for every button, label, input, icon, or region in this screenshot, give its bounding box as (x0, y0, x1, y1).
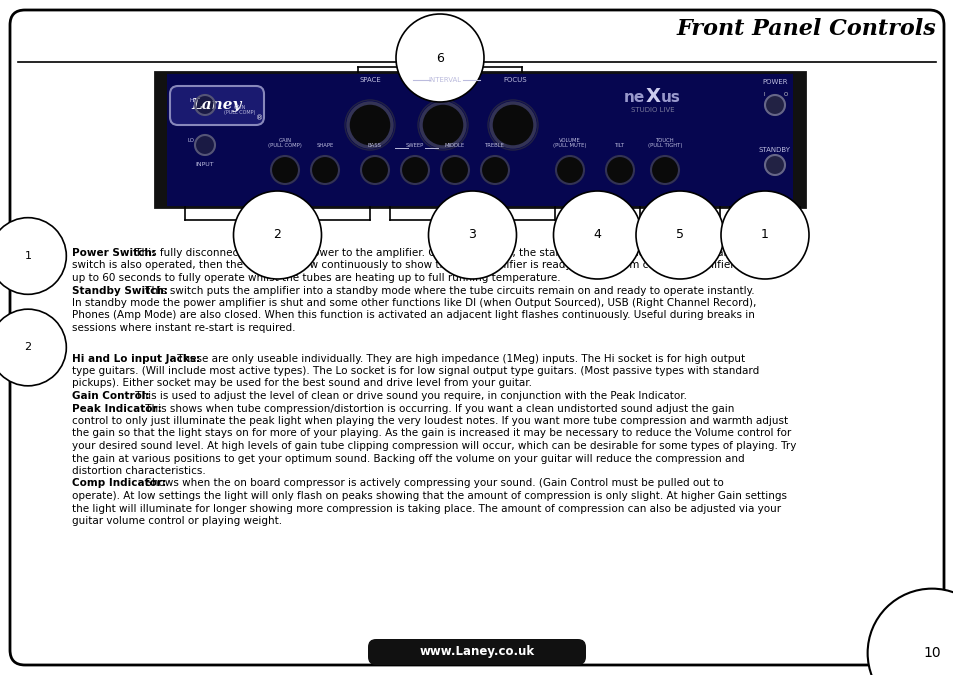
Text: control to only just illuminate the peak light when playing the very loudest not: control to only just illuminate the peak… (71, 416, 787, 426)
Circle shape (764, 155, 784, 175)
Text: operate). At low settings the light will only flash on peaks showing that the am: operate). At low settings the light will… (71, 491, 786, 501)
Text: HI: HI (189, 97, 194, 103)
Text: This fully disconnects the mains power to the amplifier. On switching on, the st: This fully disconnects the mains power t… (132, 248, 749, 258)
Circle shape (480, 156, 509, 184)
Text: STANDBY: STANDBY (759, 147, 790, 153)
Text: MIDDLE: MIDDLE (444, 143, 464, 148)
Circle shape (556, 156, 583, 184)
Circle shape (348, 103, 392, 147)
Text: This switch puts the amplifier into a standby mode where the tube circuits remai: This switch puts the amplifier into a st… (142, 286, 754, 296)
FancyBboxPatch shape (154, 72, 804, 207)
FancyBboxPatch shape (792, 72, 804, 207)
Text: GAIN
(PULL COMP): GAIN (PULL COMP) (224, 105, 255, 115)
FancyBboxPatch shape (368, 639, 585, 665)
Text: Peak Indicator:: Peak Indicator: (71, 404, 162, 414)
FancyBboxPatch shape (170, 86, 264, 125)
Text: type guitars. (Will include most active types). The Lo socket is for low signal : type guitars. (Will include most active … (71, 366, 759, 376)
Text: GAIN
(PULL COMP): GAIN (PULL COMP) (268, 138, 301, 148)
Text: FOCUS: FOCUS (502, 77, 526, 83)
Text: sessions where instant re-start is required.: sessions where instant re-start is requi… (71, 323, 295, 333)
Circle shape (491, 103, 535, 147)
Text: INTERVAL: INTERVAL (428, 77, 461, 83)
Text: ne: ne (623, 90, 644, 105)
Circle shape (764, 95, 784, 115)
Text: 1: 1 (25, 251, 31, 261)
Text: These are only useable individually. They are high impedance (1Meg) inputs. The : These are only useable individually. The… (174, 354, 744, 364)
Text: Phones (Amp Mode) are also closed. When this function is activated an adjacent l: Phones (Amp Mode) are also closed. When … (71, 310, 754, 321)
Text: Hi and Lo input Jacks:: Hi and Lo input Jacks: (71, 354, 200, 364)
Text: Comp Indicator:: Comp Indicator: (71, 479, 166, 489)
Circle shape (271, 156, 298, 184)
FancyBboxPatch shape (154, 72, 167, 207)
Text: switch is also operated, then the light will glow continuously to show that the : switch is also operated, then the light … (71, 261, 785, 271)
Circle shape (311, 156, 338, 184)
Text: O: O (783, 92, 787, 97)
Circle shape (440, 156, 469, 184)
Text: 2: 2 (25, 342, 31, 352)
Text: 10: 10 (923, 646, 940, 660)
Text: www.Laney.co.uk: www.Laney.co.uk (419, 645, 534, 659)
Circle shape (194, 95, 214, 115)
Text: us: us (660, 90, 680, 105)
Text: Laney: Laney (192, 99, 242, 113)
Text: Standby Switch:: Standby Switch: (71, 286, 168, 296)
Circle shape (400, 156, 429, 184)
Text: up to 60 seconds to fully operate whilst the tubes are heating up to full runnin: up to 60 seconds to fully operate whilst… (71, 273, 560, 283)
Text: 6: 6 (436, 51, 443, 65)
Circle shape (420, 103, 464, 147)
Text: the light will illuminate for longer showing more compression is taking place. T: the light will illuminate for longer sho… (71, 504, 781, 514)
Text: SWEEP: SWEEP (405, 143, 424, 148)
Text: ®: ® (256, 115, 263, 121)
Text: This is used to adjust the level of clean or drive sound you require, in conjunc: This is used to adjust the level of clea… (132, 391, 687, 401)
FancyBboxPatch shape (10, 10, 943, 665)
Text: This shows when tube compression/distortion is occurring. If you want a clean un: This shows when tube compression/distort… (142, 404, 734, 414)
Text: 5: 5 (676, 229, 683, 242)
Text: TREBLE: TREBLE (484, 143, 504, 148)
Text: the gain so that the light stays on for more of your playing. As the gain is inc: the gain so that the light stays on for … (71, 429, 790, 439)
Text: VOLUME
(PULL MUTE): VOLUME (PULL MUTE) (553, 138, 586, 148)
Text: I: I (762, 92, 764, 97)
Text: SPACE: SPACE (358, 77, 380, 83)
Text: guitar volume control or playing weight.: guitar volume control or playing weight. (71, 516, 282, 526)
Text: INPUT: INPUT (195, 163, 214, 167)
Text: the gain at various positions to get your optimum sound. Backing off the volume : the gain at various positions to get you… (71, 454, 744, 464)
Text: Shows when the on board compressor is actively compressing your sound. (Gain Con: Shows when the on board compressor is ac… (142, 479, 722, 489)
Text: TILT: TILT (615, 143, 624, 148)
Text: BASS: BASS (368, 143, 381, 148)
Circle shape (650, 156, 679, 184)
Text: POWER: POWER (761, 79, 787, 85)
Text: TOUCH
(PULL TIGHT): TOUCH (PULL TIGHT) (647, 138, 681, 148)
Text: Gain Control:: Gain Control: (71, 391, 150, 401)
Text: 1: 1 (760, 229, 768, 242)
Text: 2: 2 (274, 229, 281, 242)
Text: Power Switch:: Power Switch: (71, 248, 155, 258)
Text: X: X (645, 88, 659, 107)
Text: LO: LO (188, 138, 194, 142)
Circle shape (194, 135, 214, 155)
Text: your desired sound level. At high levels of gain tube clipping compression will : your desired sound level. At high levels… (71, 441, 796, 451)
Text: 3: 3 (468, 229, 476, 242)
Text: Front Panel Controls: Front Panel Controls (676, 18, 935, 40)
Text: In standby mode the power amplifier is shut and some other functions like DI (wh: In standby mode the power amplifier is s… (71, 298, 756, 308)
Text: 4: 4 (593, 229, 600, 242)
Text: distortion characteristics.: distortion characteristics. (71, 466, 206, 476)
Circle shape (360, 156, 389, 184)
Text: SHAPE: SHAPE (316, 143, 334, 148)
Text: STUDIO LIVE: STUDIO LIVE (631, 107, 674, 113)
Circle shape (605, 156, 634, 184)
Text: pickups). Either socket may be used for the best sound and drive level from your: pickups). Either socket may be used for … (71, 379, 532, 389)
